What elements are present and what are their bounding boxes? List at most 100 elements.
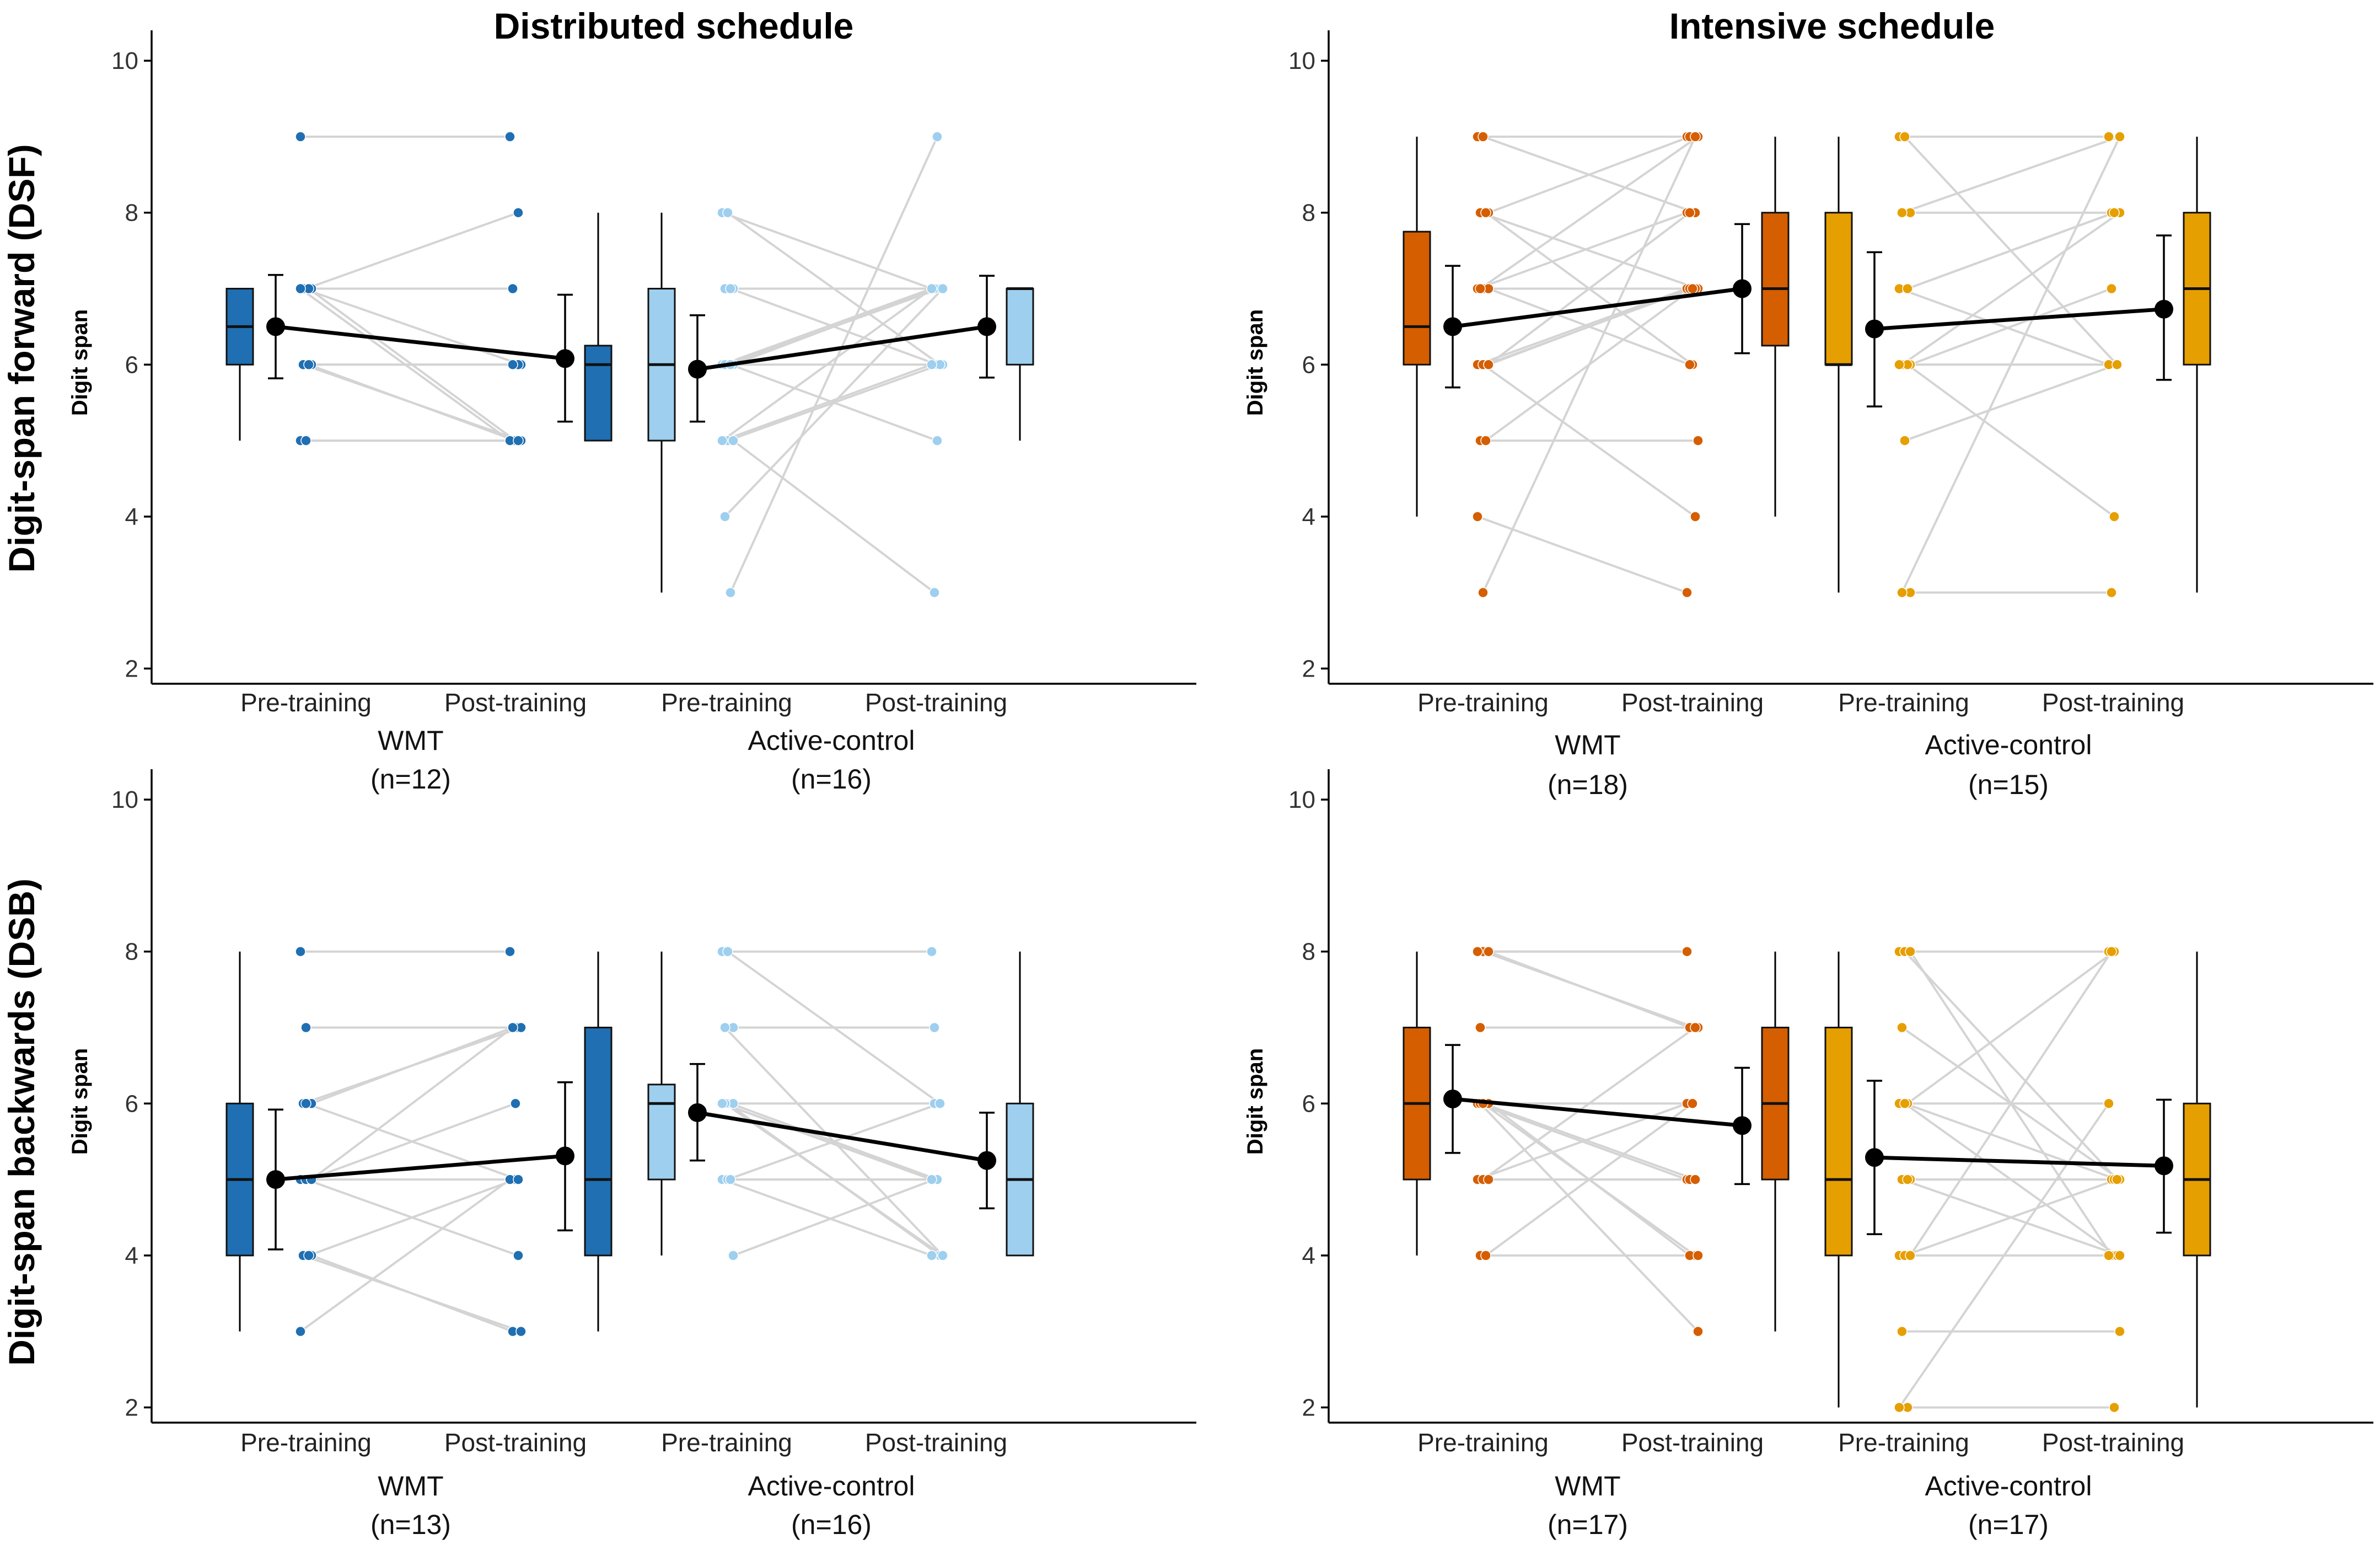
group-n-label: (n=16) (791, 764, 872, 795)
x-condition-label: Post-training (865, 688, 1007, 717)
pre-point (1897, 1022, 1908, 1033)
x-condition-label: Post-training (444, 688, 587, 717)
pre-point (300, 1098, 311, 1109)
pre-boxplot (1403, 136, 1431, 517)
post-boxplot (2183, 136, 2211, 593)
pre-point (1897, 1326, 1908, 1337)
pre-mean-point (1865, 1148, 1884, 1167)
group-wmt (225, 131, 613, 446)
y-tick-label: 10 (111, 786, 138, 813)
mean-change-line (697, 324, 987, 372)
pre-point (303, 1250, 314, 1261)
paired-line (1479, 1102, 1699, 1333)
pre-boxplot (225, 951, 254, 1332)
group-label: Active-control (748, 725, 915, 756)
y-tick-label: 6 (125, 351, 138, 378)
paired-line (1482, 1102, 1696, 1181)
post-point (513, 207, 524, 218)
paired-line (1485, 1102, 1694, 1257)
group-n-label: (n=12) (370, 764, 451, 795)
mean-change-line (275, 1154, 566, 1182)
group-n-label: (n=16) (791, 1509, 872, 1540)
box-body (1824, 212, 1853, 366)
post-point (1690, 1174, 1701, 1185)
x-condition-label: Pre-training (1838, 1428, 1969, 1457)
pre-point (1483, 1174, 1494, 1185)
post-point (2112, 1174, 2123, 1185)
paired-line (308, 363, 516, 442)
x-condition-label: Pre-training (1838, 688, 1969, 717)
group-active-control (1824, 131, 2211, 598)
pre-mean-point (1443, 317, 1462, 336)
y-tick-label: 6 (1302, 351, 1315, 378)
paired-line (729, 136, 938, 593)
pre-point (1894, 1402, 1905, 1413)
post-point (1690, 1022, 1701, 1033)
x-condition-label: Post-training (2042, 688, 2184, 717)
paired-line (1910, 287, 2112, 366)
box-body (1403, 230, 1431, 366)
group-label: WMT (378, 1471, 443, 1501)
post-point (1687, 283, 1698, 294)
paired-line (1899, 287, 2109, 366)
x-condition-label: Post-training (1621, 688, 1764, 717)
group-n-label: (n=13) (370, 1509, 451, 1540)
x-condition-label: Pre-training (240, 688, 372, 717)
box-body (1006, 287, 1034, 366)
panel-intensive-dsf: 2 4 6 8 10 Digit span Pre-training Post-trainin… (1243, 30, 2373, 800)
pre-point (1899, 1098, 1910, 1109)
pre-mean-point (1865, 319, 1884, 339)
paired-line (722, 1178, 932, 1257)
post-point (1681, 946, 1693, 957)
paired-line (310, 1026, 514, 1181)
paired-line (1479, 136, 1699, 290)
x-condition-label: Pre-training (661, 688, 792, 717)
post-mean-point (1733, 279, 1752, 298)
post-boxplot (1761, 136, 1790, 517)
post-point (937, 1250, 948, 1261)
pre-boxplot (225, 287, 254, 441)
post-point (934, 1098, 945, 1109)
paired-line (721, 287, 933, 442)
post-point (1684, 207, 1695, 218)
post-point (937, 283, 948, 294)
post-point (1681, 587, 1693, 598)
x-condition-label: Pre-training (240, 1428, 372, 1457)
paired-line (308, 1178, 516, 1257)
box-body (647, 1084, 676, 1181)
post-point (926, 946, 937, 957)
mean-change-line (697, 1111, 987, 1163)
group-wmt (1403, 946, 1790, 1337)
pre-point (1478, 587, 1489, 598)
pre-point (722, 946, 733, 957)
pre-point (1899, 131, 1910, 142)
post-boxplot (1761, 951, 1790, 1332)
x-condition-label: Post-training (865, 1428, 1007, 1457)
pre-point (1472, 946, 1483, 957)
post-point (932, 435, 943, 446)
y-tick-label: 4 (125, 1242, 138, 1269)
paired-line (1907, 211, 2115, 290)
y-axis-label: Digit span (1243, 309, 1267, 416)
x-condition-label: Post-training (2042, 1428, 2184, 1457)
pre-point (295, 131, 306, 142)
paired-line (1898, 1103, 2110, 1408)
y-tick-label: 2 (1302, 1394, 1315, 1421)
group-active-control (647, 131, 1034, 598)
pre-point (1478, 131, 1489, 142)
pre-point (1480, 435, 1491, 446)
post-point (926, 1250, 937, 1261)
y-tick-label: 2 (125, 655, 138, 682)
paired-line (1904, 1102, 2118, 1181)
pre-point (295, 946, 306, 957)
paired-line (299, 1178, 511, 1333)
paired-line (1488, 136, 1690, 214)
post-point (2109, 1402, 2120, 1413)
group-active-control (647, 946, 1034, 1261)
y-tick-label: 10 (111, 47, 138, 74)
paired-line (303, 287, 522, 366)
post-point (2103, 1250, 2114, 1261)
x-condition-label: Pre-training (1417, 688, 1549, 717)
post-point (2114, 1326, 2125, 1337)
pre-point (295, 283, 306, 294)
